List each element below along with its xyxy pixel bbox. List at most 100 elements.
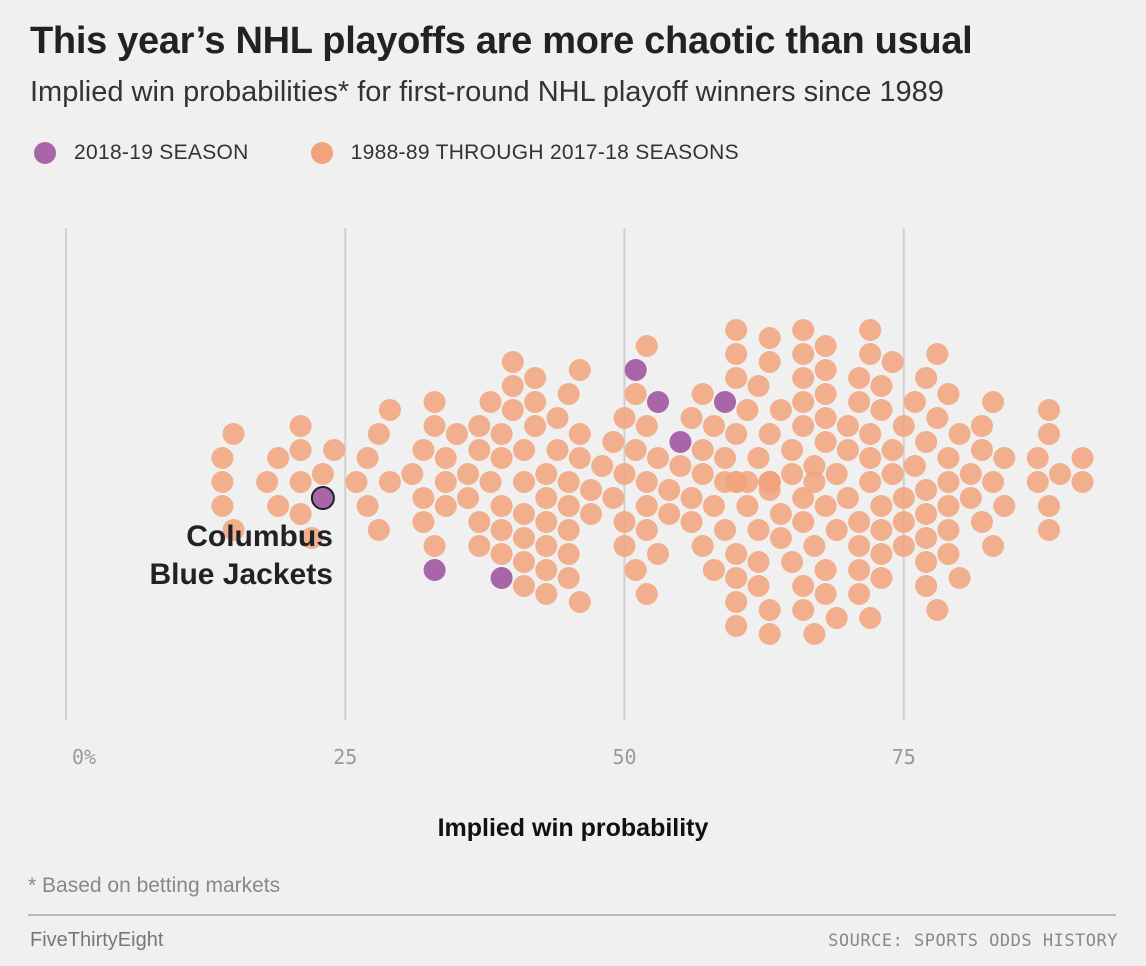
dot-past-179: [848, 391, 871, 413]
x-tick-label-25: 25: [333, 745, 357, 769]
dot-past-168: [814, 359, 837, 381]
dot-past-38: [468, 535, 491, 557]
footer-divider: [28, 914, 1116, 916]
dot-2018-19-5: [669, 431, 692, 453]
dot-past-116: [725, 591, 748, 613]
dot-past-228: [982, 535, 1005, 557]
dot-past-92: [635, 583, 658, 605]
dot-past-226: [970, 415, 993, 437]
dot-past-1: [211, 447, 234, 469]
dot-past-127: [747, 551, 770, 573]
dot-past-186: [859, 343, 882, 365]
dot-past-176: [836, 415, 859, 437]
dot-past-61: [535, 535, 558, 557]
dot-past-134: [758, 327, 781, 349]
dot-past-34: [457, 487, 480, 509]
dot-past-90: [635, 519, 658, 541]
dot-past-225: [970, 511, 993, 533]
dot-past-41: [490, 447, 513, 469]
dot-past-2: [211, 495, 234, 517]
dot-past-96: [658, 479, 681, 501]
dot-past-19: [367, 519, 390, 541]
dot-past-20: [378, 471, 401, 493]
dot-past-25: [412, 511, 435, 533]
dot-past-158: [792, 319, 815, 341]
dot-past-180: [848, 559, 871, 581]
dot-past-59: [535, 487, 558, 509]
dot-past-213: [926, 599, 949, 621]
dot-past-62: [535, 559, 558, 581]
dot-2018-19-6: [714, 391, 736, 413]
dot-past-234: [1038, 495, 1060, 517]
dot-past-207: [915, 527, 938, 549]
dot-past-191: [870, 399, 893, 421]
legend-swatch-orange: [310, 142, 333, 164]
dot-past-54: [513, 575, 535, 597]
dot-past-187: [859, 607, 882, 629]
dot-past-178: [848, 535, 871, 557]
dot-2018-19-2: [490, 567, 513, 589]
dot-past-17: [356, 495, 379, 517]
dot-past-105: [691, 383, 714, 405]
dot-past-236: [1038, 519, 1060, 541]
dot-past-233: [1026, 447, 1049, 469]
dot-past-118: [725, 615, 748, 637]
dot-past-192: [870, 543, 893, 565]
annotation-columbus-line2: Blue Jackets: [149, 558, 332, 591]
dot-past-133: [758, 599, 781, 621]
dot-past-188: [859, 319, 882, 341]
dot-past-172: [825, 519, 848, 541]
dot-past-50: [513, 439, 535, 461]
dot-past-100: [680, 511, 703, 533]
gridlines: [65, 228, 905, 720]
dot-past-71: [557, 567, 580, 589]
dot-past-28: [423, 391, 446, 413]
dot-past-135: [758, 623, 781, 645]
dot-past-46: [501, 399, 524, 421]
dot-past-40: [479, 391, 502, 413]
dot-past-95: [647, 543, 669, 565]
annotation-columbus-line1: Columbus: [186, 520, 333, 553]
dot-past-60: [535, 511, 558, 533]
dot-past-125: [747, 447, 770, 469]
dot-past-157: [792, 599, 815, 621]
x-tick-label-50: 50: [612, 745, 636, 769]
dot-past-3: [222, 423, 245, 445]
dot-past-84: [613, 535, 636, 557]
dot-past-97: [658, 503, 681, 525]
dot-past-149: [781, 551, 804, 573]
dot-past-67: [557, 495, 580, 517]
chart-title: This year’s NHL playoffs are more chaoti…: [30, 20, 973, 62]
dot-past-151: [792, 511, 815, 533]
dot-past-196: [881, 439, 904, 461]
dot-past-198: [892, 487, 915, 509]
dot-past-205: [915, 503, 938, 525]
dot-past-164: [814, 431, 837, 453]
dot-past-113: [725, 543, 748, 565]
dot-past-79: [602, 487, 625, 509]
dot-past-171: [825, 463, 848, 485]
dot-past-212: [926, 343, 949, 365]
dot-past-39: [479, 471, 502, 493]
dot-past-104: [691, 535, 714, 557]
dot-past-209: [915, 367, 938, 389]
dot-past-6: [267, 447, 290, 469]
dot-past-7: [267, 495, 290, 517]
dot-past-119: [725, 319, 748, 341]
x-tick-label-0: 0%: [72, 745, 96, 769]
dot-past-107: [702, 415, 725, 437]
dot-past-4: [222, 519, 245, 541]
dot-past-44: [490, 519, 513, 541]
dot-past-174: [836, 487, 859, 509]
dot-past-36: [468, 511, 491, 533]
dot-past-106: [702, 495, 725, 517]
dot-past-219: [937, 383, 960, 405]
dot-past-214: [937, 471, 960, 493]
dot-past-112: [725, 423, 748, 445]
dot-past-114: [725, 567, 748, 589]
dot-past-199: [892, 511, 915, 533]
dot-past-148: [781, 439, 804, 461]
dot-past-29: [434, 471, 457, 493]
dot-past-101: [680, 407, 703, 429]
dot-past-204: [915, 479, 938, 501]
